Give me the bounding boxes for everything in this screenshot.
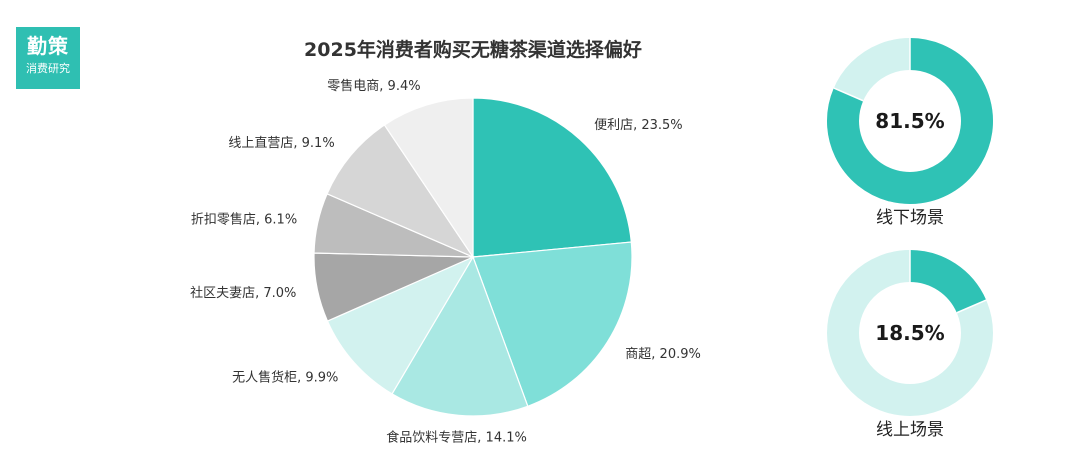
pie-label-2: 商超, 20.9% [625, 347, 701, 362]
logo-sub-text: 消费研究 [26, 62, 70, 75]
donut-center-value: 81.5% [875, 109, 944, 133]
pie-label-1: 便利店, 23.5% [594, 118, 683, 133]
donut-chart-online: 18.5% 线上场景 [827, 250, 993, 440]
donut-chart-offline: 81.5% 线下场景 [827, 38, 993, 228]
donut-value-arc [827, 38, 993, 204]
pie-slice-7 [326, 124, 475, 259]
pie-slice-8 [383, 97, 474, 259]
donut-separator [956, 299, 987, 314]
chart-title: 2025年消费者购买无糖茶渠道选择偏好 [304, 39, 642, 61]
pie-labels: 便利店, 23.5% 商超, 20.9% 食品饮料专营店, 14.1% 无人售货柜, … [190, 78, 701, 445]
pie-label-4: 无人售货柜, 9.9% [232, 370, 338, 386]
donut-center-value: 18.5% [875, 321, 944, 345]
donut-caption: 线下场景 [876, 208, 944, 228]
pie-label-7: 线上直营店, 9.1% [228, 136, 334, 151]
pie-chart [313, 97, 633, 417]
donut-separator [833, 87, 864, 102]
pie-label-6: 折扣零售店, 6.1% [191, 211, 297, 227]
pie-label-3: 食品饮料专营店, 14.1% [386, 429, 527, 445]
brand-logo: 勤策 消费研究 [16, 27, 80, 89]
pie-label-5: 社区夫妻店, 7.0% [190, 285, 296, 301]
donut-value-arc [909, 250, 987, 314]
pie-slice-1 [472, 97, 632, 258]
logo-main-text: 勤策 [27, 34, 69, 58]
pie-slice-3 [391, 255, 529, 417]
pie-label-8: 零售电商, 9.4% [327, 78, 420, 94]
pie-slice-4 [326, 255, 475, 395]
donut-caption: 线上场景 [876, 420, 944, 440]
